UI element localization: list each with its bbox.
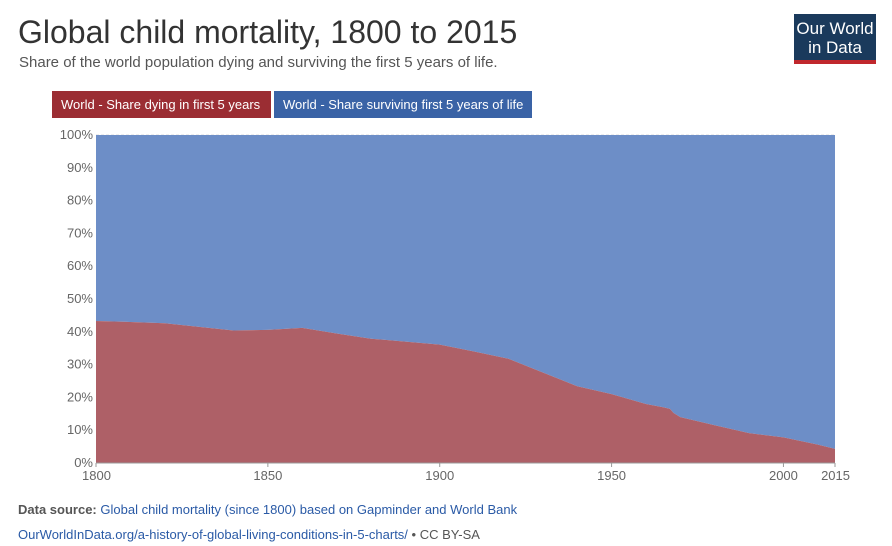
x-tick-label: 1950 xyxy=(597,468,626,483)
logo-line-2: in Data xyxy=(808,38,862,57)
source-label: Data source: xyxy=(18,502,97,517)
data-source: Data source: Global child mortality (sin… xyxy=(18,502,517,517)
y-tick-label: 80% xyxy=(67,193,93,208)
y-tick-label: 30% xyxy=(67,357,93,372)
x-tick-label: 1900 xyxy=(425,468,454,483)
article-link[interactable]: OurWorldInData.org/a-history-of-global-l… xyxy=(18,527,408,542)
license-text: • CC BY-SA xyxy=(411,527,480,542)
axis-layer: 0% 10% 20% 30% 40% 50% 60% 70% 80% 90% 100% 1800 185… xyxy=(60,127,850,483)
y-tick-label: 50% xyxy=(67,291,93,306)
legend-item-surviving[interactable]: World - Share surviving first 5 years of… xyxy=(274,91,533,118)
logo-line-1: Our World xyxy=(796,19,874,38)
x-tick-label: 1850 xyxy=(253,468,282,483)
area-dying[interactable] xyxy=(96,320,835,463)
source-link[interactable]: Global child mortality (since 1800) base… xyxy=(100,502,518,517)
y-tick-label: 10% xyxy=(67,422,93,437)
y-tick-label: 90% xyxy=(67,160,93,175)
chart-title: Global child mortality, 1800 to 2015 xyxy=(18,14,518,50)
x-tick-label: 2015 xyxy=(821,468,850,483)
x-tick-label: 2000 xyxy=(769,468,798,483)
footer-url-line: OurWorldInData.org/a-history-of-global-l… xyxy=(18,527,480,542)
y-tick-label: 100% xyxy=(60,127,94,142)
y-tick-label: 20% xyxy=(67,389,93,404)
legend-item-dying[interactable]: World - Share dying in first 5 years xyxy=(52,91,271,118)
x-tick-label: 1800 xyxy=(82,468,111,483)
legend: World - Share dying in first 5 years Wor… xyxy=(52,91,533,118)
owid-logo[interactable]: Our World in Data xyxy=(794,14,876,64)
area-layer xyxy=(96,135,835,463)
y-tick-label: 70% xyxy=(67,225,93,240)
y-tick-label: 40% xyxy=(67,324,93,339)
y-tick-label: 60% xyxy=(67,258,93,273)
area-surviving[interactable] xyxy=(96,135,835,449)
chart-subtitle: Share of the world population dying and … xyxy=(19,54,498,71)
y-tick-label: 0% xyxy=(74,455,93,470)
